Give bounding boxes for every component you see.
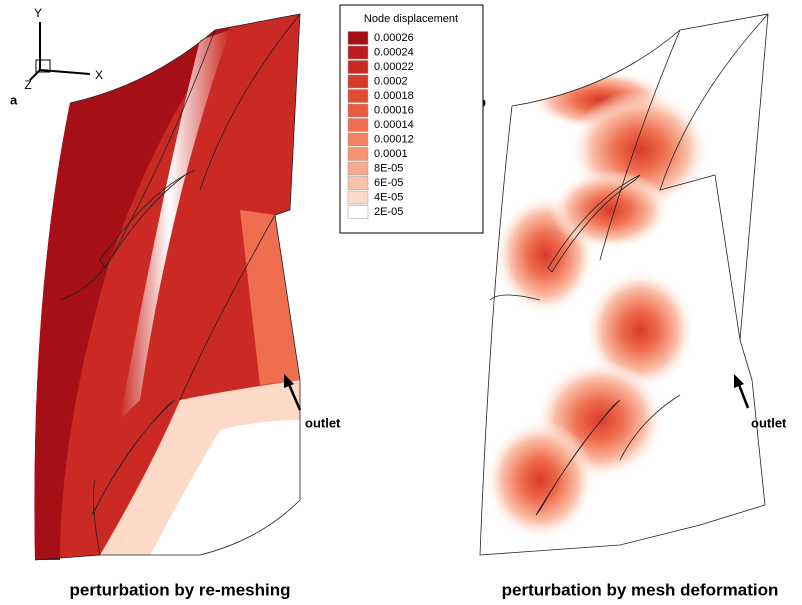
legend-swatch — [348, 206, 368, 219]
legend-label: 4E-05 — [374, 191, 403, 203]
legend-swatch — [348, 162, 368, 175]
legend-label: 0.00016 — [374, 104, 414, 116]
panel-a-plot — [34, 14, 300, 560]
axis-label: X — [95, 68, 103, 82]
legend-swatch — [348, 46, 368, 59]
legend: Node displacement 0.00026 0.00024 0.00022 0… — [340, 5, 483, 233]
annotation: outlet — [305, 415, 341, 430]
panel-b-plot — [480, 14, 768, 555]
legend-swatch — [348, 191, 368, 204]
figure: Y X Z a outlet perturbation by re-meshin… — [0, 0, 802, 605]
legend-label: 6E-05 — [374, 177, 403, 189]
panel-label: a — [10, 92, 18, 107]
legend-swatch — [348, 148, 368, 161]
annotation: outlet — [751, 415, 787, 430]
legend-label: 0.00022 — [374, 61, 414, 73]
arrow-head — [734, 374, 744, 388]
legend-title: Node displacement — [364, 13, 458, 25]
legend-swatch — [348, 104, 368, 117]
axis-triad: Y X Z — [24, 6, 103, 92]
caption: perturbation by mesh deformation — [502, 580, 779, 599]
legend-swatch — [348, 119, 368, 132]
legend-label: 2E-05 — [374, 206, 403, 218]
arrow — [738, 382, 748, 408]
legend-swatch — [348, 75, 368, 88]
legend-label: 0.00018 — [374, 90, 414, 102]
legend-label: 0.00026 — [374, 32, 414, 44]
legend-label: 0.00012 — [374, 133, 414, 145]
legend-label: 0.00014 — [374, 119, 414, 131]
legend-label: 0.0002 — [374, 75, 408, 87]
legend-swatch — [348, 133, 368, 146]
axis-label: Z — [24, 78, 31, 92]
legend-swatch — [348, 177, 368, 190]
axis-label: Y — [34, 6, 42, 20]
legend-swatch — [348, 61, 368, 74]
legend-label: 8E-05 — [374, 162, 403, 174]
legend-label: 0.0001 — [374, 148, 408, 160]
legend-swatch — [348, 90, 368, 103]
legend-swatch — [348, 32, 368, 45]
caption: perturbation by re-meshing — [69, 580, 290, 599]
legend-label: 0.00024 — [374, 46, 414, 58]
